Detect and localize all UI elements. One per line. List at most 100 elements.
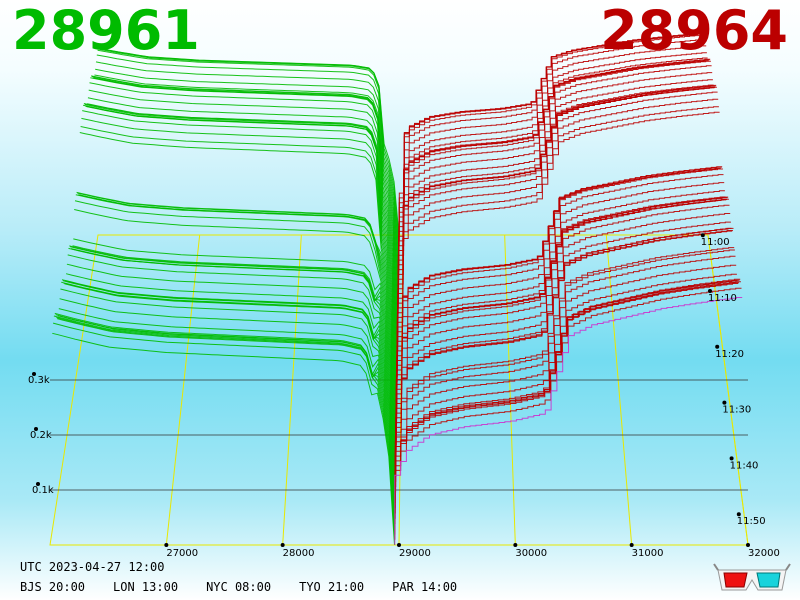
time-tick-label: 11:00 xyxy=(701,237,730,248)
bid-snapshot-line xyxy=(52,332,395,546)
bid-snapshot-line xyxy=(88,89,399,309)
bid-snapshot-line xyxy=(65,273,397,456)
bid-snapshot-line xyxy=(82,110,398,351)
bid-snapshot-line xyxy=(62,280,396,477)
bid-series xyxy=(52,47,400,546)
ask-snapshot-line xyxy=(396,190,725,409)
axis-layer: 27000 28000 29000 30000 31000 32000 0.1k 0.2k 0.… xyxy=(28,233,780,559)
time-tick-label: 11:20 xyxy=(715,349,744,360)
timezone-list: BJS 20:00 LON 13:00 NYC 08:00 TYO 21:00 … xyxy=(20,580,485,594)
ask-snapshot-line xyxy=(395,213,731,451)
bid-snapshot-line xyxy=(83,103,398,341)
bid-snapshot-line xyxy=(58,308,396,504)
bid-snapshot-line xyxy=(84,103,399,335)
bid-snapshot-line xyxy=(52,322,395,540)
timezone-nyc: NYC 08:00 xyxy=(206,580,272,594)
depth-tick-label: 0.3k xyxy=(28,375,50,386)
utc-time: UTC 2023-04-27 12:00 xyxy=(20,560,165,574)
bid-snapshot-line xyxy=(57,318,396,514)
time-tick-label: 11:40 xyxy=(730,460,759,471)
price-gridline xyxy=(504,234,516,546)
bid-snapshot-line xyxy=(77,192,398,383)
bid-snapshot-line xyxy=(82,104,398,346)
bid-snapshot-line xyxy=(53,315,396,535)
bid-snapshot-line xyxy=(94,74,399,272)
3d-glasses-icon[interactable] xyxy=(712,560,792,594)
bid-snapshot-line xyxy=(76,191,398,388)
bid-snapshot-line xyxy=(74,209,398,404)
ask-series xyxy=(394,32,743,545)
timezone-lon: LON 13:00 xyxy=(113,580,179,594)
bid-snapshot-line xyxy=(74,200,398,398)
price-tick-dot xyxy=(746,543,750,547)
ask-snapshot-line xyxy=(395,227,734,477)
bid-snapshot-line xyxy=(79,132,398,367)
bid-snapshot-line xyxy=(73,238,397,409)
bid-snapshot-line xyxy=(91,76,399,288)
price-tick-label: 29000 xyxy=(399,548,431,559)
price-tick-label: 27000 xyxy=(166,548,198,559)
time-tick-dot xyxy=(729,456,734,461)
bid-snapshot-line xyxy=(68,247,397,440)
ask-snapshot-line xyxy=(396,111,720,367)
bid-snapshot-line xyxy=(90,77,399,299)
time-tick-dot xyxy=(722,400,727,405)
price-tick-dot xyxy=(513,543,518,547)
time-tick-dot xyxy=(708,289,712,293)
bid-snapshot-line xyxy=(91,75,399,293)
bid-snapshot-line xyxy=(60,288,396,493)
ask-snapshot-line xyxy=(395,230,733,472)
bid-snapshot-line xyxy=(67,254,397,446)
timezone-bjs: BJS 20:00 xyxy=(20,580,86,594)
bid-snapshot-line xyxy=(95,68,400,267)
bid-snapshot-line xyxy=(69,246,397,430)
bid-snapshot-line xyxy=(98,47,400,246)
price-tick-label: 31000 xyxy=(632,548,664,559)
bid-snapshot-line xyxy=(64,283,397,467)
bid-snapshot-line xyxy=(55,314,396,525)
bid-snapshot-line xyxy=(75,194,398,393)
time-tick-dot xyxy=(715,344,720,349)
bid-snapshot-line xyxy=(54,312,396,530)
timezone-par: PAR 14:00 xyxy=(392,580,458,594)
bid-snapshot-line xyxy=(61,281,396,488)
bid-snapshot-line xyxy=(66,263,397,451)
bid-snapshot-line xyxy=(61,279,396,482)
bid-snapshot-line xyxy=(69,245,397,435)
bid-snapshot-line xyxy=(97,49,400,251)
time-tick-label: 11:30 xyxy=(722,405,751,416)
price-tick-label: 32000 xyxy=(748,548,780,559)
bid-snapshot-line xyxy=(95,61,400,262)
ask-snapshot-line xyxy=(394,297,743,545)
bid-snapshot-line xyxy=(81,117,398,356)
bid-snapshot-line xyxy=(89,82,399,304)
price-tick-dot xyxy=(629,543,634,547)
bid-snapshot-line xyxy=(99,49,400,236)
ask-price: 28964 xyxy=(600,0,788,62)
price-tick-dot xyxy=(164,543,169,547)
bid-snapshot-line xyxy=(80,126,398,362)
price-gridline xyxy=(165,234,201,546)
price-tick-label: 30000 xyxy=(515,548,547,559)
depth-tick-label: 0.2k xyxy=(30,430,52,441)
depth-tick-label: 0.1k xyxy=(32,485,54,496)
time-tick-dot xyxy=(700,233,705,238)
bid-snapshot-line xyxy=(56,317,396,519)
depth-tick-dot xyxy=(36,482,40,486)
time-tick-label: 11:10 xyxy=(708,293,737,304)
time-tick-dot xyxy=(736,512,741,517)
bid-price: 28961 xyxy=(12,0,200,62)
depth-tick-dot xyxy=(32,372,36,376)
ask-snapshot-line xyxy=(395,249,735,488)
price-tick-dot xyxy=(397,543,401,547)
price-tick-dot xyxy=(280,543,285,547)
timezone-tyo: TYO 21:00 xyxy=(299,580,365,594)
bid-snapshot-line xyxy=(87,97,399,314)
bid-snapshot-line xyxy=(78,194,398,377)
time-tick-label: 11:50 xyxy=(737,516,766,527)
depth-tick-dot xyxy=(34,427,38,431)
ask-snapshot-line xyxy=(394,278,741,530)
price-tick-label: 28000 xyxy=(283,548,315,559)
bid-snapshot-line xyxy=(96,54,400,257)
